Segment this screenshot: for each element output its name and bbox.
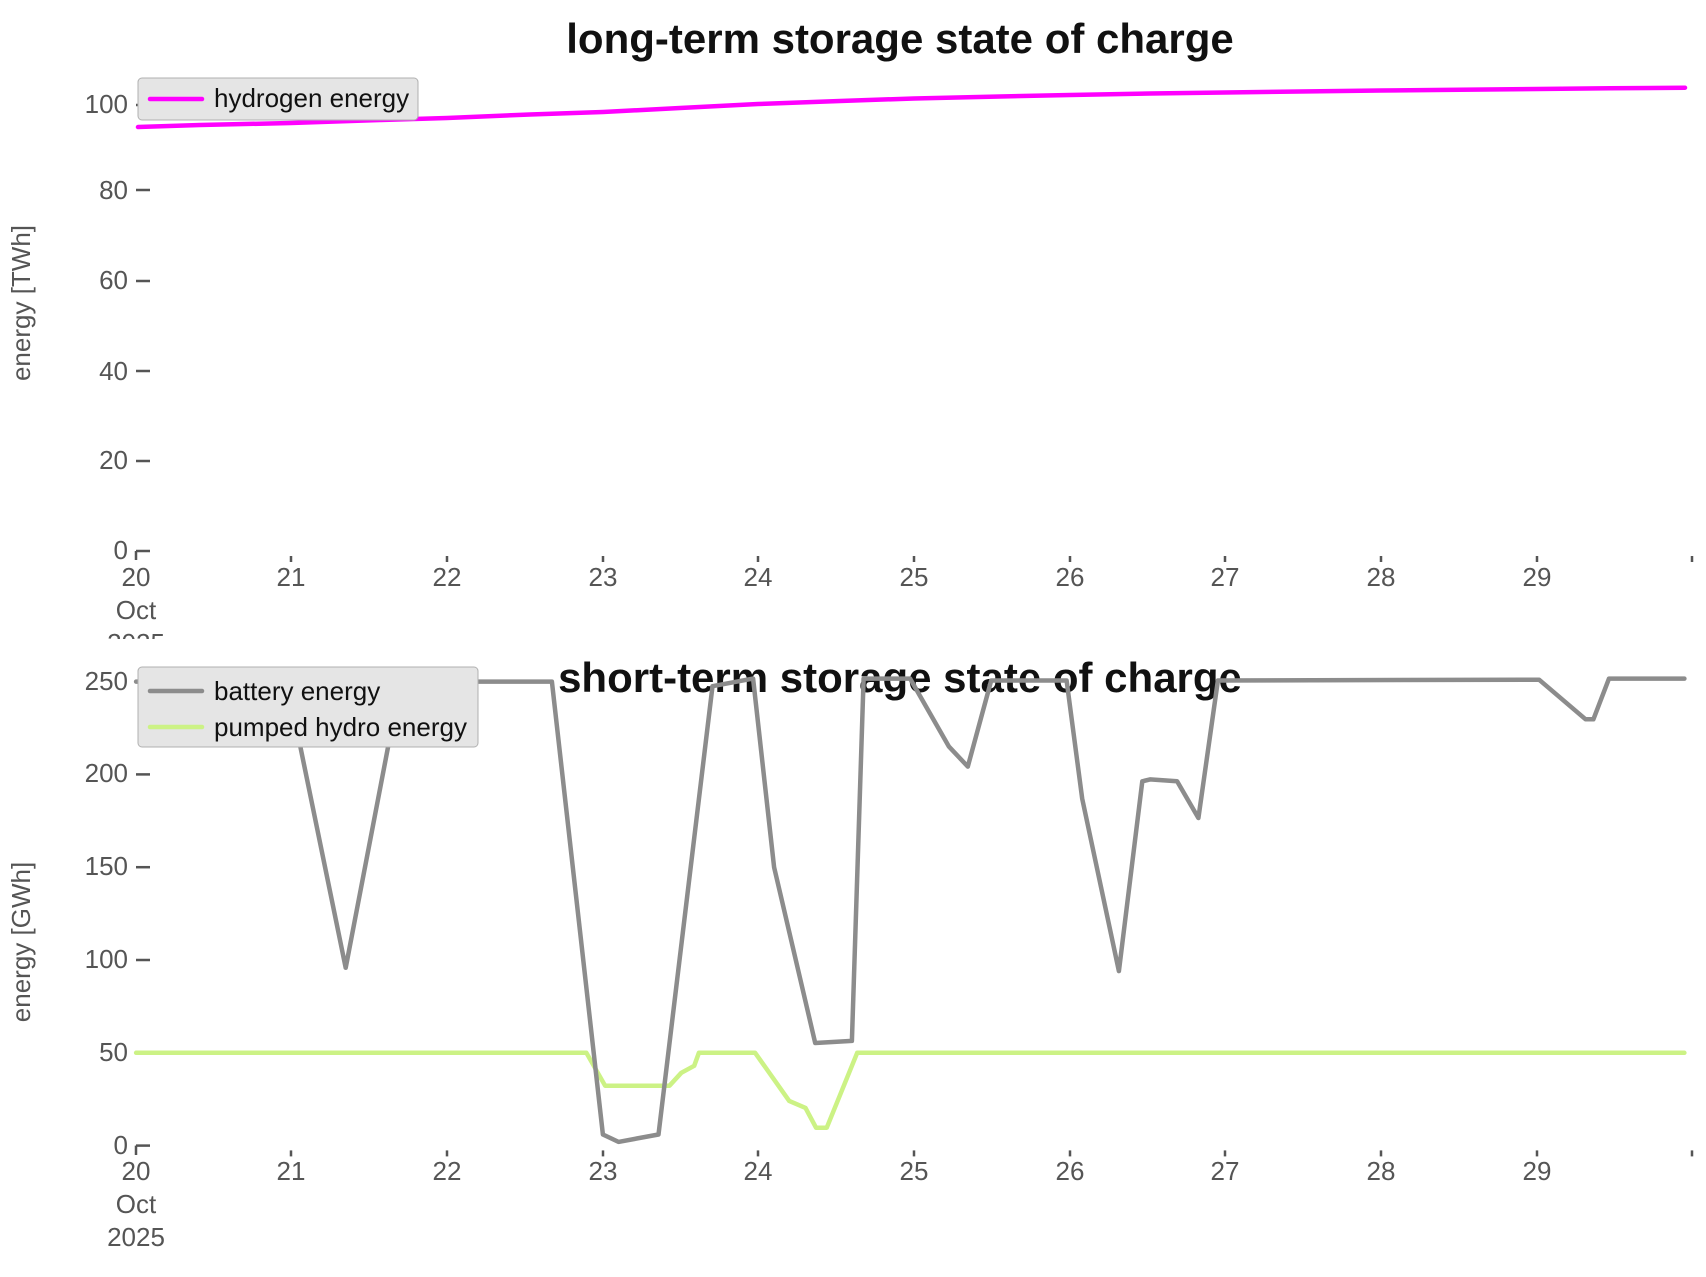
svg-text:40: 40	[99, 356, 128, 386]
svg-text:hydrogen energy: hydrogen energy	[214, 83, 409, 113]
svg-text:2025: 2025	[107, 1222, 165, 1252]
svg-text:20: 20	[99, 445, 128, 475]
svg-text:100: 100	[85, 944, 128, 974]
svg-text:Oct: Oct	[116, 1189, 157, 1219]
svg-text:100: 100	[85, 89, 128, 119]
svg-text:28: 28	[1367, 562, 1396, 592]
svg-text:20: 20	[122, 1156, 151, 1186]
svg-text:21: 21	[277, 562, 306, 592]
svg-text:27: 27	[1211, 562, 1240, 592]
svg-text:0: 0	[114, 535, 128, 565]
svg-text:20: 20	[122, 562, 151, 592]
svg-text:29: 29	[1523, 562, 1552, 592]
svg-text:29: 29	[1523, 1156, 1552, 1186]
svg-text:energy [TWh]: energy [TWh]	[6, 225, 36, 381]
svg-text:Oct: Oct	[116, 595, 157, 625]
svg-text:22: 22	[433, 562, 462, 592]
svg-text:26: 26	[1056, 562, 1085, 592]
svg-text:24: 24	[744, 562, 773, 592]
svg-text:28: 28	[1367, 1156, 1396, 1186]
svg-text:60: 60	[99, 265, 128, 295]
svg-text:25: 25	[900, 562, 929, 592]
svg-text:23: 23	[589, 1156, 618, 1186]
svg-text:pumped hydro energy: pumped hydro energy	[214, 712, 467, 742]
svg-text:150: 150	[85, 851, 128, 881]
svg-text:energy [GWh]: energy [GWh]	[6, 862, 36, 1022]
svg-text:25: 25	[900, 1156, 929, 1186]
svg-text:24: 24	[744, 1156, 773, 1186]
svg-text:50: 50	[99, 1037, 128, 1067]
svg-text:22: 22	[433, 1156, 462, 1186]
svg-text:23: 23	[589, 562, 618, 592]
svg-text:battery energy: battery energy	[214, 676, 380, 706]
svg-text:27: 27	[1211, 1156, 1240, 1186]
svg-text:long-term storage state of cha: long-term storage state of charge	[566, 15, 1233, 62]
svg-text:21: 21	[277, 1156, 306, 1186]
svg-text:250: 250	[85, 666, 128, 696]
svg-text:80: 80	[99, 175, 128, 205]
svg-text:2025: 2025	[107, 628, 165, 639]
svg-text:26: 26	[1056, 1156, 1085, 1186]
svg-text:200: 200	[85, 758, 128, 788]
